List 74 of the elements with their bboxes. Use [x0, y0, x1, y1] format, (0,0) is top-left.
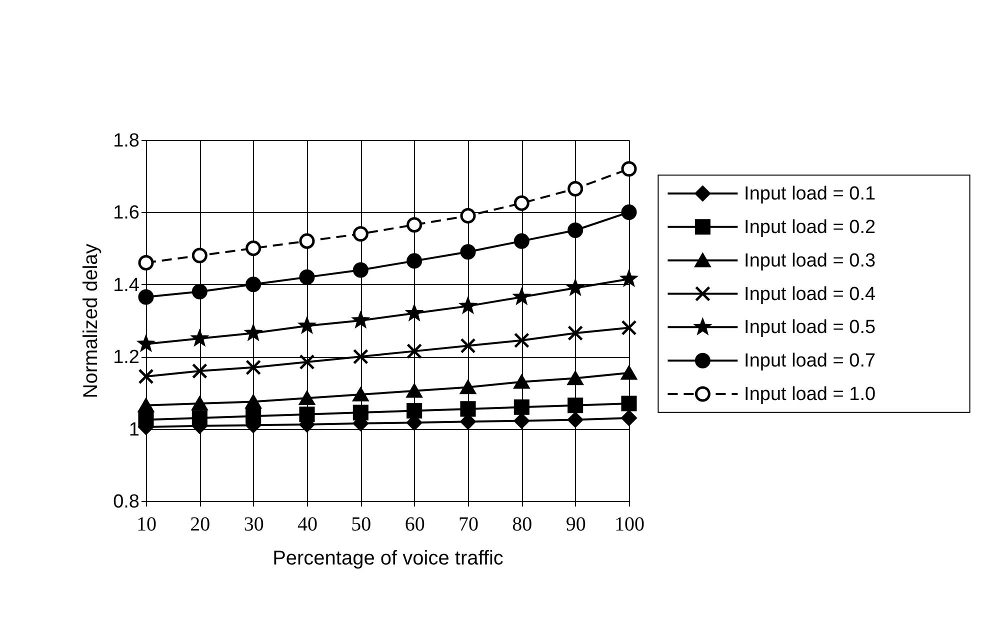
point: [514, 399, 530, 415]
point: [246, 276, 262, 292]
point: [460, 244, 476, 260]
point: [460, 338, 476, 354]
point: [514, 332, 530, 348]
point: [406, 343, 422, 359]
point: [192, 248, 208, 264]
point: [406, 384, 422, 398]
point: [514, 195, 530, 211]
x-axis-title: Percentage of voice traffic: [272, 548, 504, 570]
point: [192, 363, 208, 379]
legend-label: Input load = 0.3: [744, 250, 876, 272]
point: [138, 398, 154, 412]
point: [352, 348, 368, 364]
point: [246, 360, 262, 376]
y-tick-label: 1.8: [113, 130, 140, 152]
y-axis-title: Normalized delay: [80, 244, 102, 398]
x-tick-label: 90: [566, 514, 586, 536]
point: [192, 396, 208, 410]
x-tick-label: 60: [404, 514, 425, 536]
point: [460, 380, 476, 394]
point: [621, 204, 637, 220]
point: [621, 396, 637, 412]
legend-label: Input load = 0.4: [744, 284, 876, 305]
point: [568, 412, 584, 428]
point: [299, 391, 315, 406]
point: [299, 233, 315, 249]
point: [460, 208, 476, 224]
x-tick-label: 20: [190, 514, 210, 536]
point: [568, 222, 584, 238]
x-tick-label: 10: [136, 514, 156, 536]
point: [352, 262, 368, 278]
point: [192, 284, 208, 300]
point: [352, 226, 368, 242]
point: [299, 269, 315, 285]
point: [352, 388, 368, 402]
point: [621, 320, 637, 336]
point: [514, 233, 530, 249]
point: [246, 240, 262, 256]
y-tick-label: 0.8: [113, 492, 140, 512]
y-tick-label: 1.2: [113, 347, 140, 368]
point: [138, 289, 154, 305]
point: [460, 401, 476, 417]
point: [138, 368, 154, 384]
point: [621, 161, 637, 177]
point: [246, 394, 262, 409]
point: [621, 366, 637, 380]
x-tick-label: 70: [458, 514, 478, 536]
point: [299, 354, 315, 370]
x-tick-label: 30: [244, 514, 264, 536]
point: [514, 374, 530, 389]
legend-label: Input load = 0.5: [744, 317, 876, 338]
point: [568, 371, 584, 386]
point: [406, 253, 422, 269]
legend-label: Input load = 0.7: [744, 350, 876, 372]
point: [568, 398, 584, 414]
point: [621, 410, 637, 426]
x-tick-label: 80: [512, 514, 532, 536]
x-tick-label: 100: [614, 514, 644, 536]
point: [406, 217, 422, 233]
x-tick-label: 50: [351, 514, 372, 536]
point: [568, 180, 584, 196]
legend-label: Input load = 0.2: [744, 216, 876, 238]
point: [138, 254, 154, 270]
x-tick-label: 40: [298, 514, 318, 536]
point: [568, 325, 584, 341]
y-tick-label: 1.4: [113, 274, 140, 296]
point: [406, 402, 422, 419]
y-tick-label: 1: [128, 419, 140, 440]
y-tick-label: 1.6: [113, 202, 140, 224]
legend-label: Input load = 1.0: [744, 384, 876, 406]
point: [514, 413, 530, 429]
point: [246, 325, 261, 340]
legend-label: Input load = 0.1: [744, 183, 876, 204]
